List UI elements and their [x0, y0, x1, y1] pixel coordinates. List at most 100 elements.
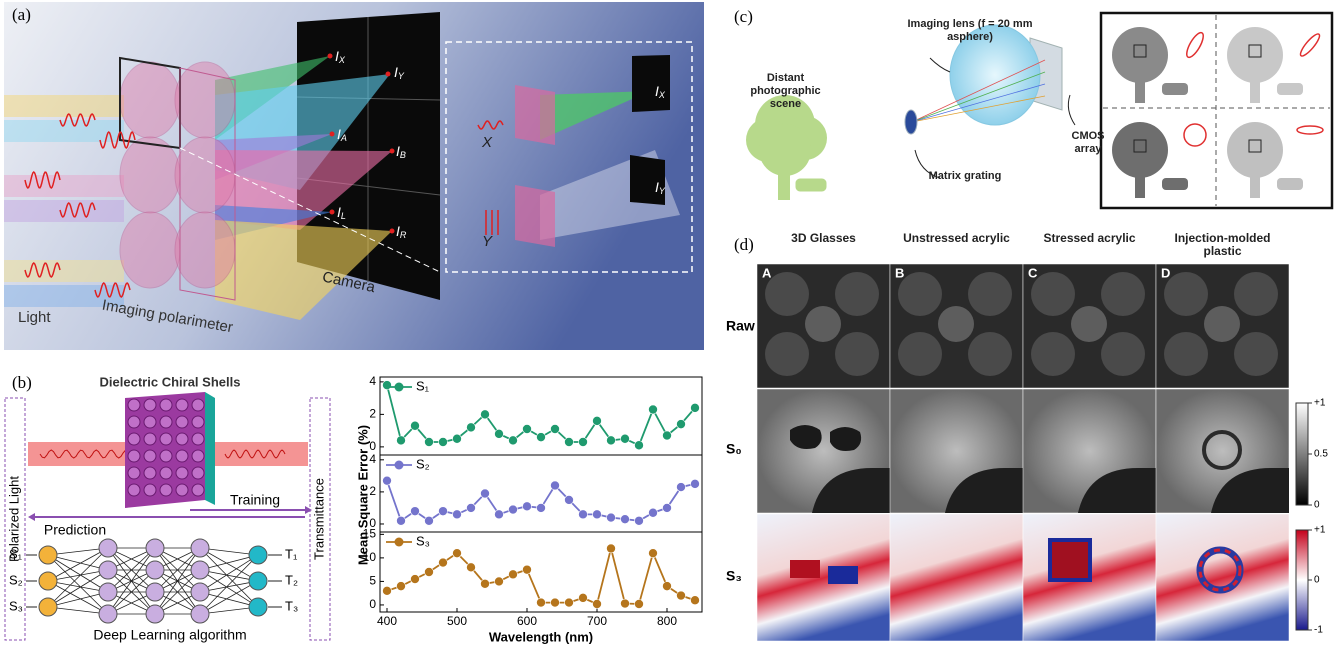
legend-label: S₂ — [416, 456, 430, 471]
panel-label: (b) — [12, 373, 32, 392]
light-label: Light — [18, 309, 51, 326]
legend-marker — [395, 461, 404, 470]
text-sub: Y — [398, 71, 405, 81]
neuron — [39, 572, 57, 590]
data-point — [635, 600, 644, 609]
data-point — [663, 431, 672, 440]
data-point — [383, 586, 392, 595]
inset-square — [515, 85, 555, 145]
neuron — [99, 539, 117, 557]
legend-marker — [395, 538, 404, 547]
state-label: X — [481, 134, 493, 151]
data-point — [523, 565, 532, 574]
chiral-shell — [192, 467, 204, 479]
data-point — [607, 513, 616, 522]
neuron — [39, 546, 57, 564]
input-label: S₂ — [9, 572, 23, 587]
chiral-shell — [176, 399, 188, 411]
s3-image — [1156, 514, 1289, 641]
output-label: T₂ — [285, 572, 298, 587]
spot — [390, 229, 395, 234]
y-tick-label: 2 — [369, 407, 376, 421]
legend-label: S₁ — [416, 378, 430, 393]
data-point — [481, 489, 490, 498]
chiral-shell — [128, 450, 140, 462]
data-point — [551, 425, 560, 434]
data-point — [523, 502, 532, 511]
data-point — [397, 582, 406, 591]
chiral-shell — [176, 416, 188, 428]
data-point — [691, 403, 700, 412]
raw-spot — [938, 306, 974, 342]
chiral-shell — [160, 416, 172, 428]
chiral-shell — [128, 433, 140, 445]
neuron — [249, 546, 267, 564]
polarimeter-cell — [175, 212, 235, 288]
car — [795, 178, 827, 192]
data-point — [411, 507, 420, 516]
y-tick-label: 15 — [363, 527, 377, 541]
text-sub: L — [341, 211, 346, 221]
chiral-shell — [160, 433, 172, 445]
neuron — [249, 598, 267, 616]
panel-label: (a) — [12, 5, 31, 24]
scene-label: Distant photographic scene — [738, 72, 833, 111]
data-point — [467, 423, 476, 432]
data-point — [495, 510, 504, 519]
chiral-shell — [192, 450, 204, 462]
light-band — [4, 175, 124, 197]
data-point — [565, 598, 574, 607]
chiral-shell — [176, 484, 188, 496]
neuron — [99, 605, 117, 623]
tree-icon — [1135, 170, 1145, 198]
data-point — [509, 570, 518, 579]
y-tick-label: 0 — [369, 597, 376, 611]
s3-image — [890, 514, 1023, 641]
y-tick-label: 5 — [369, 574, 376, 588]
neuron — [146, 583, 164, 601]
raw-spot — [1234, 332, 1278, 376]
column-header: 3D Glasses — [757, 232, 890, 245]
input-title: Polarized Light — [6, 476, 21, 562]
raw-spot — [805, 306, 841, 342]
spot — [330, 210, 335, 215]
data-point — [509, 436, 518, 445]
text-sub: B — [400, 150, 406, 160]
row-label: S₀ — [726, 441, 742, 457]
inset-sensor — [632, 55, 670, 112]
panel-label: (d) — [734, 235, 754, 254]
grating-label: Matrix grating — [920, 170, 1010, 183]
data-point — [425, 568, 434, 577]
x-tick-label: 400 — [377, 614, 397, 628]
row-label: S₃ — [726, 568, 742, 584]
data-point — [467, 503, 476, 512]
y-tick-label: 4 — [369, 374, 376, 388]
chiral-shell — [192, 416, 204, 428]
data-point — [523, 425, 532, 434]
spot — [390, 149, 395, 154]
object-mixed — [1050, 540, 1090, 580]
chiral-shell — [144, 399, 156, 411]
output-label: T₃ — [285, 598, 298, 613]
data-point — [677, 591, 686, 600]
tree-icon — [1112, 122, 1168, 178]
raw-spot — [898, 272, 942, 316]
light-band — [4, 260, 124, 282]
chiral-shell — [144, 416, 156, 428]
data-point — [621, 515, 630, 524]
legend-marker — [395, 383, 404, 392]
colorbar — [1296, 530, 1308, 630]
colorbar-tick-label: 0 — [1314, 575, 1320, 586]
page: (a)IXIYIAIBILIRIXIYXYCameraLightImaging … — [0, 0, 1340, 649]
data-point — [467, 563, 476, 572]
text-sub: X — [338, 55, 346, 65]
neuron — [191, 583, 209, 601]
colorbar-tick-label: +1 — [1314, 398, 1326, 409]
data-point — [663, 582, 672, 591]
raw-spot — [765, 332, 809, 376]
tree-icon — [1135, 75, 1145, 103]
figure: (a)IXIYIAIBILIRIXIYXYCameraLightImaging … — [0, 0, 1340, 649]
light-band — [4, 95, 124, 117]
data-point — [551, 481, 560, 490]
chiral-shell — [176, 467, 188, 479]
